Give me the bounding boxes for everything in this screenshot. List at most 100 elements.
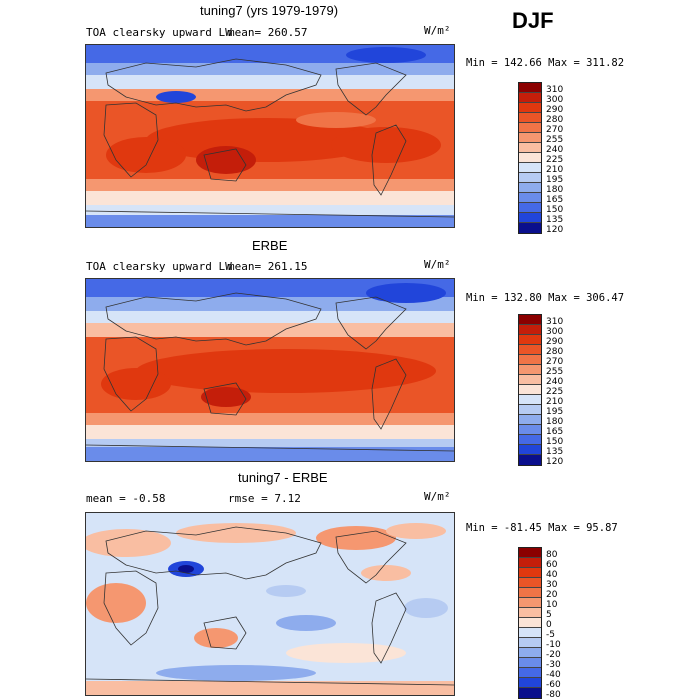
- colorbar-tick-label: 300: [546, 327, 564, 337]
- colorbar-tick-label: 255: [546, 135, 564, 145]
- colorbar-tick-label: 290: [546, 337, 564, 347]
- panel2-minmax: Min = 132.80 Max = 306.47: [466, 292, 625, 304]
- colorbar-swatch: [519, 668, 541, 678]
- colorbar-swatch: [519, 405, 541, 415]
- colorbar-tick-label: -5: [546, 630, 555, 640]
- colorbar-swatch: [519, 598, 541, 608]
- colorbar-swatch: [519, 173, 541, 183]
- colorbar-swatch: [519, 183, 541, 193]
- panel1-colorbar-ticks: 310 300 290 280 270 255 240 225 210 195 180 165 150 1…: [546, 85, 563, 235]
- panel1-units: W/m²: [424, 24, 451, 37]
- colorbar-tick-label: 120: [546, 225, 564, 235]
- colorbar-swatch: [519, 435, 541, 445]
- colorbar-swatch: [519, 548, 541, 558]
- colorbar-swatch: [519, 618, 541, 628]
- colorbar-tick-label: 165: [546, 195, 564, 205]
- panel1-colorbar: [518, 82, 542, 234]
- colorbar-tick-label: 60: [546, 560, 558, 570]
- colorbar-swatch: [519, 365, 541, 375]
- colorbar-tick-label: 150: [546, 437, 564, 447]
- panel1-mean: mean= 260.57: [228, 26, 308, 39]
- colorbar-swatch: [519, 658, 541, 668]
- colorbar-swatch: [519, 638, 541, 648]
- colorbar-swatch: [519, 355, 541, 365]
- panel3-map: [85, 512, 455, 696]
- colorbar-tick-label: -10: [546, 640, 561, 650]
- colorbar-tick-label: 225: [546, 155, 564, 165]
- colorbar-tick-label: 135: [546, 215, 564, 225]
- panel1-title: tuning7 (yrs 1979-1979): [200, 3, 339, 18]
- colorbar-tick-label: -40: [546, 670, 561, 680]
- colorbar-swatch: [519, 223, 541, 233]
- colorbar-swatch: [519, 345, 541, 355]
- colorbar-swatch: [519, 648, 541, 658]
- colorbar-swatch: [519, 325, 541, 335]
- colorbar-swatch: [519, 133, 541, 143]
- colorbar-swatch: [519, 558, 541, 568]
- colorbar-swatch: [519, 678, 541, 688]
- colorbar-tick-label: -20: [546, 650, 561, 660]
- panel3-colorbar-ticks: 80 60 40 30 20 10 5 0 -5 -10 -20 -30 -40 -60 -80: [546, 550, 561, 700]
- panel3-minmax: Min = -81.45 Max = 95.87: [466, 522, 618, 534]
- colorbar-tick-label: 10: [546, 600, 558, 610]
- colorbar-tick-label: 20: [546, 590, 558, 600]
- colorbar-tick-label: 0: [546, 620, 552, 630]
- colorbar-swatch: [519, 688, 541, 698]
- colorbar-tick-label: 270: [546, 357, 564, 367]
- colorbar-tick-label: 255: [546, 367, 564, 377]
- panel1-map: [85, 44, 455, 228]
- panel3-rmse: rmse = 7.12: [228, 492, 301, 505]
- colorbar-tick-label: 120: [546, 457, 564, 467]
- colorbar-swatch: [519, 568, 541, 578]
- colorbar-tick-label: 310: [546, 85, 564, 95]
- panel1-field-label: TOA clearsky upward LW: [86, 26, 232, 39]
- colorbar-tick-label: 80: [546, 550, 558, 560]
- colorbar-tick-label: 270: [546, 125, 564, 135]
- colorbar-swatch: [519, 395, 541, 405]
- panel3-mean: mean = -0.58: [86, 492, 166, 505]
- colorbar-swatch: [519, 113, 541, 123]
- panel2-field-label: TOA clearsky upward LW: [86, 260, 232, 273]
- colorbar-tick-label: -60: [546, 680, 561, 690]
- colorbar-swatch: [519, 455, 541, 465]
- colorbar-tick-label: -30: [546, 660, 561, 670]
- colorbar-swatch: [519, 193, 541, 203]
- colorbar-swatch: [519, 163, 541, 173]
- colorbar-swatch: [519, 385, 541, 395]
- panel2-mean: mean= 261.15: [228, 260, 308, 273]
- colorbar-swatch: [519, 213, 541, 223]
- colorbar-swatch: [519, 123, 541, 133]
- colorbar-swatch: [519, 628, 541, 638]
- colorbar-tick-label: 135: [546, 447, 564, 457]
- panel2-map: [85, 278, 455, 462]
- colorbar-swatch: [519, 578, 541, 588]
- colorbar-swatch: [519, 415, 541, 425]
- colorbar-swatch: [519, 315, 541, 325]
- colorbar-tick-label: 210: [546, 165, 564, 175]
- colorbar-tick-label: 280: [546, 347, 564, 357]
- colorbar-swatch: [519, 203, 541, 213]
- season-label: DJF: [512, 8, 554, 33]
- colorbar-tick-label: 150: [546, 205, 564, 215]
- colorbar-tick-label: 240: [546, 145, 564, 155]
- colorbar-tick-label: 40: [546, 570, 558, 580]
- colorbar-swatch: [519, 143, 541, 153]
- colorbar-tick-label: 165: [546, 427, 564, 437]
- colorbar-tick-label: 195: [546, 407, 564, 417]
- colorbar-swatch: [519, 608, 541, 618]
- panel3-title: tuning7 - ERBE: [238, 470, 328, 485]
- panel2-colorbar-ticks: 310 300 290 280 270 255 240 225 210 195 180 165 150 1…: [546, 317, 563, 467]
- colorbar-swatch: [519, 93, 541, 103]
- panel1-minmax: Min = 142.66 Max = 311.82: [466, 57, 625, 69]
- colorbar-tick-label: 180: [546, 417, 564, 427]
- colorbar-swatch: [519, 153, 541, 163]
- colorbar-tick-label: 225: [546, 387, 564, 397]
- colorbar-tick-label: 240: [546, 377, 564, 387]
- colorbar-tick-label: 290: [546, 105, 564, 115]
- colorbar-tick-label: 30: [546, 580, 558, 590]
- panel2-colorbar: [518, 314, 542, 466]
- panel2-title: ERBE: [252, 238, 288, 253]
- colorbar-tick-label: 300: [546, 95, 564, 105]
- panel3-units: W/m²: [424, 490, 451, 503]
- panel2-units: W/m²: [424, 258, 451, 271]
